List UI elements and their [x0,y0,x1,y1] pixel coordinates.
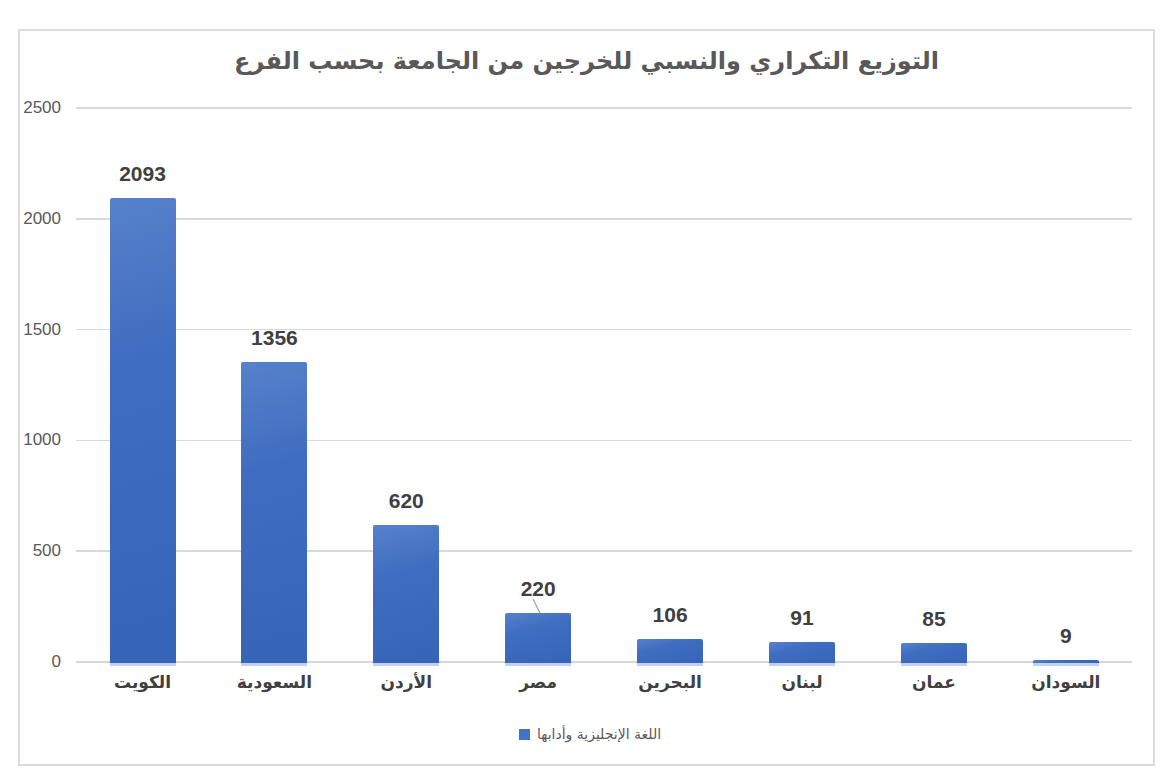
bar [110,198,176,663]
category-label: الأردن [343,668,469,696]
bar-base-edge [637,663,703,666]
bar [637,639,703,663]
category-label: السعودية [211,668,337,696]
category-label: مصر [475,668,601,696]
y-axis-label: 500 [1,541,61,561]
y-axis-label: 2000 [1,209,61,229]
bar-base-edge [241,663,307,666]
value-callout-line [532,599,544,613]
gridline [76,440,1132,442]
category-label: السودان [1003,668,1129,696]
value-label: 220 [478,578,598,600]
legend: اللغة الإنجليزية وأدابها [440,724,740,744]
category-label: البحرين [607,668,733,696]
category-label: الكويت [80,668,206,696]
bar [505,613,571,663]
value-label: 620 [346,490,466,512]
bar [241,362,307,663]
bar [769,642,835,663]
value-label: 1356 [214,327,334,349]
bar-base-edge [505,663,571,666]
bar-base-edge [373,663,439,666]
bar-base-edge [769,663,835,666]
chart-frame [18,29,1155,766]
gridline [76,107,1132,109]
bar [1033,660,1099,663]
category-label: لبنان [739,668,865,696]
bar [901,643,967,663]
legend-marker-icon [519,729,530,740]
value-label: 106 [610,604,730,626]
chart-title: التوزيع التكراري والنسبي للخرجين من الجا… [18,35,1155,87]
bar [373,525,439,663]
y-axis-label: 2500 [1,98,61,118]
value-label: 85 [874,608,994,630]
value-label: 91 [742,607,862,629]
bar-base-edge [110,663,176,666]
value-label: 9 [1006,625,1126,647]
y-axis-label: 1000 [1,430,61,450]
y-axis-label: 0 [1,652,61,672]
gridline [76,550,1132,552]
bar-base-edge [1033,663,1099,666]
bar-base-edge [901,663,967,666]
x-axis-line [76,661,1132,663]
gridline [76,218,1132,220]
category-label: عمان [871,668,997,696]
value-label: 2093 [83,163,203,185]
y-axis-label: 1500 [1,320,61,340]
legend-label: اللغة الإنجليزية وأدابها [537,726,661,742]
